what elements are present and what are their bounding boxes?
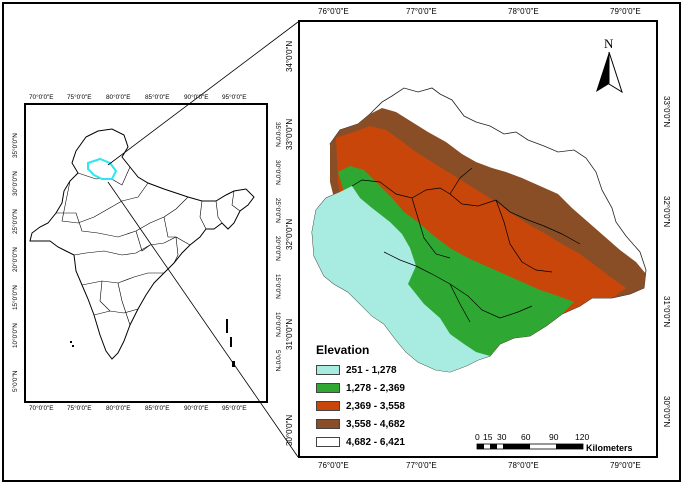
legend-label-5: 4,682 - 6,421: [346, 436, 405, 448]
inset-right-lat-tick-3: 20°0'0"N: [274, 236, 281, 261]
main-top-lon-tick-1: 77°0'0"E: [406, 7, 437, 16]
main-bottom-lon-tick-2: 78°0'0"E: [508, 461, 539, 470]
india-inset-map: [24, 103, 268, 403]
main-left-lat-tick-3: 31°0'0"N: [285, 318, 294, 350]
inset-right-lat-tick-6: 5°0'0"N: [274, 350, 281, 372]
scale-unit: Kilometers: [586, 443, 633, 453]
legend-label-2: 1,278 - 2,369: [346, 382, 405, 394]
legend-swatch-1: [316, 365, 340, 375]
main-right-lat-tick-1: 33°0'0"N: [662, 96, 671, 128]
inset-top-lon-tick-3: 85°0'0"E: [145, 94, 170, 101]
inset-bottom-lon-tick-1: 75°0'0"E: [67, 405, 92, 412]
elevation-zone-1: [312, 186, 490, 372]
district-boundaries: [351, 167, 581, 323]
main-top-lon-tick-2: 78°0'0"E: [508, 7, 539, 16]
legend-swatch-4: [316, 419, 340, 429]
main-left-lat-tick-4: 30°0'0"N: [285, 414, 294, 446]
elevation-raster: [311, 87, 647, 373]
scale-label-4: 90: [549, 432, 559, 442]
legend-item-3: 2,369 - 3,558: [316, 400, 405, 412]
inset-right-lat-tick-0: 35°0'0"N: [274, 122, 281, 147]
inset-top-lon-tick-4: 90°0'0"E: [184, 94, 209, 101]
inset-right-lat-tick-1: 30°0'0"N: [274, 160, 281, 185]
elevation-map: [298, 20, 658, 458]
legend-swatch-5: [316, 437, 340, 447]
islands: [70, 319, 235, 367]
legend-item-1: 251 - 1,278: [316, 364, 397, 376]
inset-left-lat-tick-4: 15°0'0"N: [12, 285, 19, 310]
north-label: N: [604, 36, 614, 51]
inset-left-lat-tick-5: 10°0'0"N: [12, 323, 19, 348]
main-top-lon-tick-0: 76°0'0"E: [318, 7, 349, 16]
scale-label-1: 15: [483, 432, 493, 442]
main-bottom-lon-tick-3: 79°0'0"E: [610, 461, 641, 470]
inset-left-lat-tick-2: 25°0'0"N: [12, 209, 19, 234]
inset-bottom-lon-tick-5: 95°0'0"E: [222, 405, 247, 412]
legend-label-1: 251 - 1,278: [346, 364, 397, 376]
main-right-lat-tick-4: 30°0'0"N: [662, 396, 671, 428]
inset-top-lon-tick-1: 75°0'0"E: [67, 94, 92, 101]
india-outline-map: [29, 128, 255, 367]
inset-bottom-lon-tick-4: 90°0'0"E: [184, 405, 209, 412]
inset-right-lat-tick-2: 25°0'0"N: [274, 198, 281, 223]
legend-item-2: 1,278 - 2,369: [316, 382, 405, 394]
main-top-lon-tick-3: 79°0'0"E: [610, 7, 641, 16]
main-bottom-lon-tick-1: 77°0'0"E: [406, 461, 437, 470]
scale-label-2: 30: [497, 432, 507, 442]
legend-swatch-2: [316, 383, 340, 393]
inset-right-lat-tick-4: 15°0'0"N: [274, 274, 281, 299]
main-bottom-lon-tick-0: 76°0'0"E: [318, 461, 349, 470]
legend-item-4: 3,558 - 4,682: [316, 418, 405, 430]
figure-frame: [2, 2, 681, 482]
india-outline: [29, 128, 255, 360]
inset-bottom-lon-tick-0: 70°0'0"E: [29, 405, 54, 412]
inset-bottom-lon-tick-2: 80°0'0"E: [106, 405, 131, 412]
legend-item-5: 4,682 - 6,421: [316, 436, 405, 448]
legend-label-3: 2,369 - 3,558: [346, 400, 405, 412]
inset-top-lon-tick-2: 80°0'0"E: [106, 94, 131, 101]
legend-label-4: 3,558 - 4,682: [346, 418, 405, 430]
inset-top-lon-tick-0: 70°0'0"E: [29, 94, 54, 101]
main-right-lat-tick-2: 32°0'0"N: [662, 196, 671, 228]
main-left-lat-tick-0: 34°0'0"N: [285, 40, 294, 72]
legend-swatch-3: [316, 401, 340, 411]
inset-left-lat-tick-6: 5°0'0"N: [12, 370, 19, 392]
main-left-lat-tick-1: 33°0'0"N: [285, 118, 294, 150]
inset-left-lat-tick-0: 35°0'0"N: [12, 133, 19, 158]
scale-label-5: 120: [575, 432, 590, 442]
inset-right-lat-tick-5: 10°0'0"N: [274, 312, 281, 337]
scale-label-0: 0: [475, 432, 480, 442]
inset-top-lon-tick-5: 95°0'0"E: [222, 94, 247, 101]
main-left-lat-tick-2: 32°0'0"N: [285, 218, 294, 250]
inset-left-lat-tick-3: 20°0'0"N: [12, 247, 19, 272]
inset-bottom-lon-tick-3: 85°0'0"E: [145, 405, 170, 412]
inset-left-lat-tick-1: 30°0'0"N: [12, 171, 19, 196]
main-right-lat-tick-3: 31°0'0"N: [662, 296, 671, 328]
legend-title: Elevation: [316, 343, 370, 357]
scale-label-3: 60: [521, 432, 531, 442]
